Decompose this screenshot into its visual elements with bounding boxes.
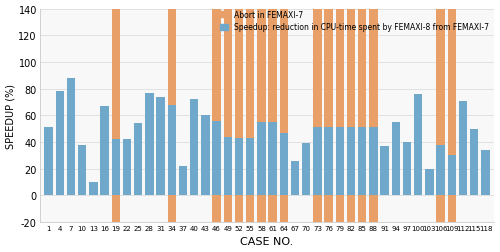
Bar xyxy=(212,121,221,196)
Bar xyxy=(280,133,288,196)
Bar xyxy=(224,137,232,196)
Y-axis label: SPEEDUP (%): SPEEDUP (%) xyxy=(6,83,16,148)
Legend: Abort in FEMAXI-7, Speedup: reduction in CPU-time spent by FEMAXI-8 from FEMAXI-: Abort in FEMAXI-7, Speedup: reduction in… xyxy=(219,9,490,34)
Bar xyxy=(246,139,254,196)
Bar xyxy=(358,0,366,222)
Bar xyxy=(67,79,75,196)
Bar xyxy=(123,140,131,196)
Bar xyxy=(482,150,490,196)
Bar xyxy=(336,128,344,196)
Bar xyxy=(291,161,299,196)
Bar xyxy=(302,144,310,196)
Bar xyxy=(414,94,422,196)
Bar xyxy=(134,124,142,196)
Bar xyxy=(168,0,176,222)
Bar xyxy=(112,140,120,196)
Bar xyxy=(179,166,187,196)
Bar xyxy=(324,128,333,196)
Bar xyxy=(257,122,266,196)
Bar xyxy=(268,0,277,222)
Bar xyxy=(403,142,411,196)
Bar xyxy=(89,182,98,196)
Bar xyxy=(370,0,378,222)
Bar xyxy=(324,0,333,222)
Bar xyxy=(268,122,277,196)
Bar xyxy=(436,145,445,196)
Bar xyxy=(426,169,434,196)
Bar xyxy=(448,0,456,222)
Bar xyxy=(280,0,288,222)
Bar xyxy=(235,139,243,196)
Bar xyxy=(156,97,165,196)
Bar xyxy=(347,128,355,196)
Bar xyxy=(100,107,109,196)
X-axis label: CASE NO.: CASE NO. xyxy=(240,237,294,246)
Bar xyxy=(224,0,232,222)
Bar xyxy=(470,129,478,196)
Bar xyxy=(336,0,344,222)
Bar xyxy=(78,145,86,196)
Bar xyxy=(370,128,378,196)
Bar xyxy=(190,100,198,196)
Bar xyxy=(246,0,254,222)
Bar xyxy=(212,0,221,222)
Bar xyxy=(44,128,53,196)
Bar xyxy=(380,146,389,196)
Bar xyxy=(392,122,400,196)
Bar xyxy=(112,0,120,222)
Bar xyxy=(347,0,355,222)
Bar xyxy=(459,101,468,196)
Bar xyxy=(313,128,322,196)
Bar xyxy=(145,93,154,196)
Bar xyxy=(358,128,366,196)
Bar xyxy=(436,0,445,222)
Bar xyxy=(257,0,266,222)
Bar xyxy=(56,92,64,196)
Bar xyxy=(235,0,243,222)
Bar xyxy=(168,105,176,196)
Bar xyxy=(201,116,209,196)
Bar xyxy=(448,156,456,196)
Bar xyxy=(313,0,322,222)
